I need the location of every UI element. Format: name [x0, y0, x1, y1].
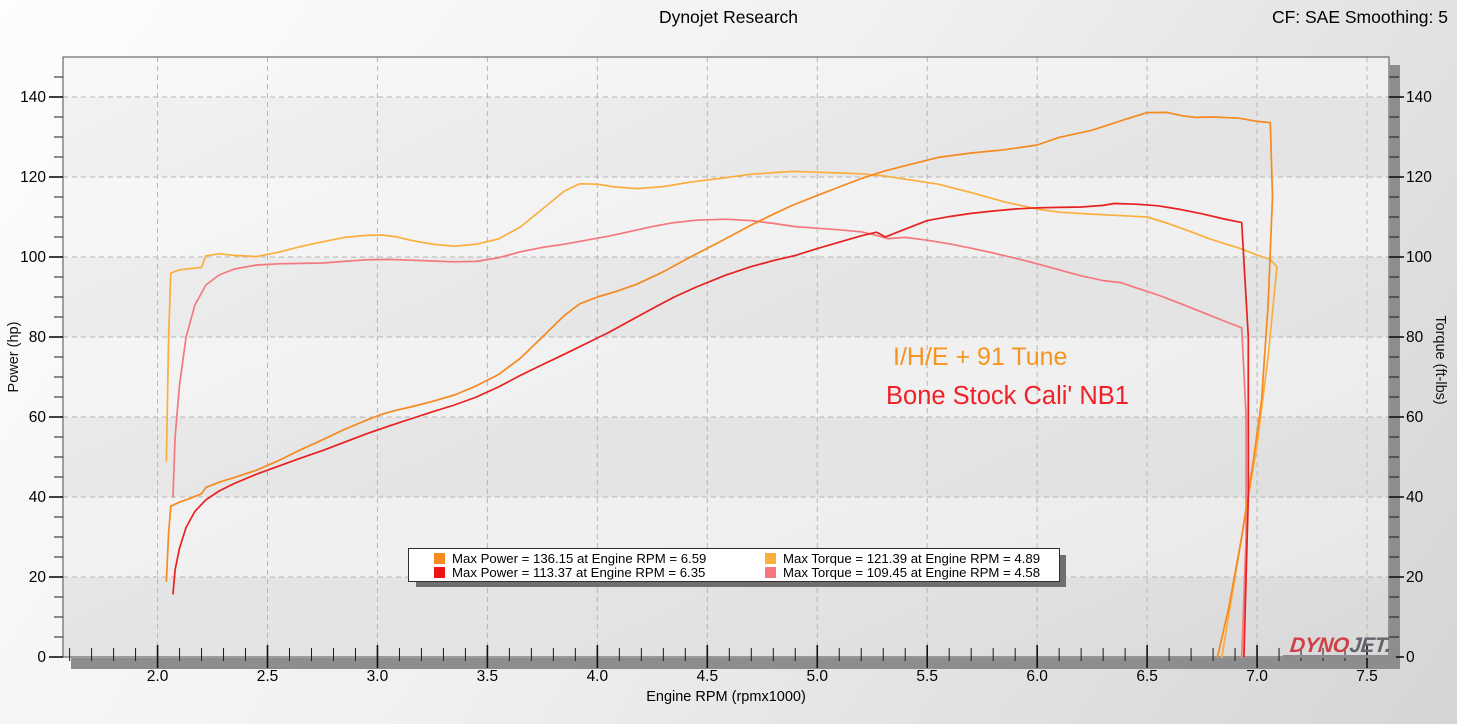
legend-label-stock-power: Max Power = 113.37 at Engine RPM = 6.35 — [452, 564, 706, 580]
legend-column-power: Max Power = 136.15 at Engine RPM = 6.59 … — [434, 550, 765, 580]
svg-text:120: 120 — [1406, 169, 1432, 186]
legend-item-tune-power: Max Power = 136.15 at Engine RPM = 6.59 — [434, 550, 765, 566]
svg-text:2.5: 2.5 — [257, 668, 279, 685]
svg-text:20: 20 — [29, 569, 47, 586]
legend-label-tune-power: Max Power = 136.15 at Engine RPM = 6.59 — [452, 550, 707, 566]
svg-text:40: 40 — [1406, 489, 1424, 506]
legend-item-tune-torque: Max Torque = 121.39 at Engine RPM = 4.89 — [765, 550, 1041, 566]
svg-text:0: 0 — [37, 649, 46, 666]
svg-text:2.0: 2.0 — [147, 668, 169, 685]
dynojet-logo-jet: JET. — [1348, 634, 1392, 657]
svg-text:0: 0 — [1406, 649, 1415, 666]
svg-text:7.0: 7.0 — [1246, 668, 1268, 685]
legend-column-torque: Max Torque = 121.39 at Engine RPM = 4.89… — [765, 550, 1041, 580]
dynojet-logo-dyno: DYNO — [1288, 634, 1350, 657]
svg-text:80: 80 — [29, 329, 47, 346]
legend-item-stock-torque: Max Torque = 109.45 at Engine RPM = 4.58 — [765, 564, 1041, 580]
annotation-stock: Bone Stock Cali' NB1 — [886, 382, 1129, 410]
svg-text:4.0: 4.0 — [587, 668, 609, 685]
svg-text:4.5: 4.5 — [697, 668, 719, 685]
y-axis-title-power: Power (hp) — [6, 321, 22, 393]
legend-swatch-stock-torque — [765, 566, 776, 578]
x-axis-title: Engine RPM (rpmx1000) — [646, 689, 806, 705]
svg-text:140: 140 — [20, 89, 46, 106]
svg-text:3.5: 3.5 — [477, 668, 499, 685]
svg-text:3.0: 3.0 — [367, 668, 389, 685]
legend-box: Max Power = 136.15 at Engine RPM = 6.59 … — [408, 548, 1060, 582]
y-axis-title-torque: Torque (ft-lbs) — [1432, 315, 1448, 405]
svg-text:80: 80 — [1406, 329, 1424, 346]
legend-swatch-tune-power — [434, 552, 445, 564]
svg-text:7.5: 7.5 — [1356, 668, 1378, 685]
svg-text:40: 40 — [29, 489, 47, 506]
svg-text:5.5: 5.5 — [916, 668, 938, 685]
legend-item-stock-power: Max Power = 113.37 at Engine RPM = 6.35 — [434, 564, 765, 580]
svg-text:5.0: 5.0 — [806, 668, 828, 685]
svg-text:120: 120 — [20, 169, 46, 186]
svg-text:140: 140 — [1406, 89, 1432, 106]
correction-factor-label: CF: SAE Smoothing: 5 — [1271, 7, 1448, 27]
legend-swatch-tune-torque — [765, 552, 776, 564]
legend-swatch-stock-power — [434, 566, 445, 578]
svg-text:100: 100 — [20, 249, 46, 266]
page-title: Dynojet Research — [658, 7, 799, 27]
svg-text:20: 20 — [1406, 569, 1424, 586]
svg-text:60: 60 — [1406, 409, 1424, 426]
svg-text:60: 60 — [29, 409, 47, 426]
svg-text:6.5: 6.5 — [1136, 668, 1158, 685]
legend-label-stock-torque: Max Torque = 109.45 at Engine RPM = 4.58 — [783, 564, 1041, 580]
svg-text:100: 100 — [1406, 249, 1432, 266]
svg-text:6.0: 6.0 — [1026, 668, 1048, 685]
legend-label-tune-torque: Max Torque = 121.39 at Engine RPM = 4.89 — [783, 550, 1041, 566]
dynojet-logo: DYNOJET. — [1288, 634, 1392, 657]
dynojet-logo-underline — [1283, 655, 1396, 658]
annotation-tune: I/H/E + 91 Tune — [893, 343, 1068, 371]
